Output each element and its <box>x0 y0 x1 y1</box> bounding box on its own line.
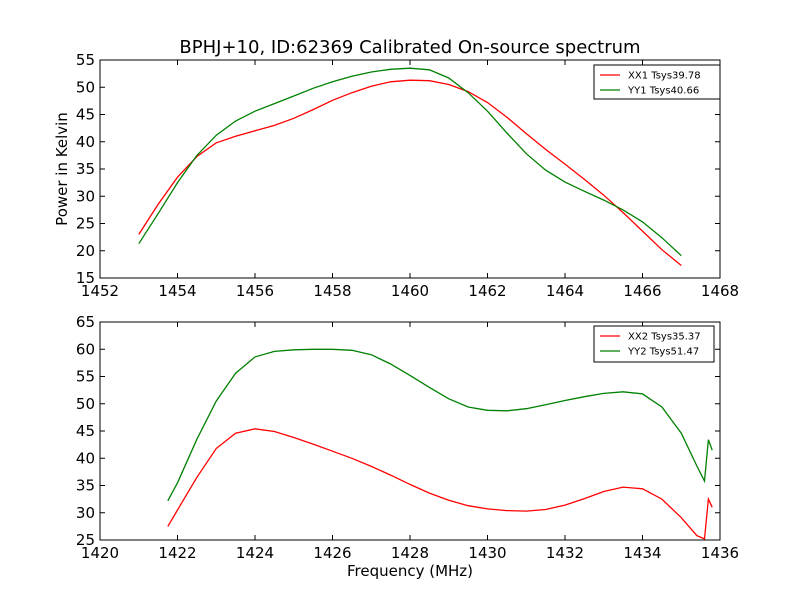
legend-entry: XX1 Tsys39.78 <box>628 71 701 82</box>
y-tick-label: 20 <box>76 242 95 260</box>
y-tick-label: 30 <box>76 504 95 522</box>
x-tick-label: 1464 <box>546 282 584 300</box>
x-tick-label: 1452 <box>81 282 119 300</box>
x-tick-label: 1424 <box>236 544 274 562</box>
x-tick-label: 1432 <box>546 544 584 562</box>
series-line-2-2 <box>167 348 713 502</box>
x-tick-label: 1426 <box>313 544 351 562</box>
y-tick-label: 35 <box>76 477 95 495</box>
y-tick-label: 25 <box>76 215 95 233</box>
y-tick-label: 25 <box>76 531 95 549</box>
x-tick-label: 1454 <box>158 282 196 300</box>
x-tick-label: 1436 <box>701 544 739 562</box>
series-line-2-1 <box>167 428 713 540</box>
legend-entry: YY2 Tsys51.47 <box>627 347 699 358</box>
legend-box <box>593 64 721 100</box>
legend-entry: XX2 Tsys35.37 <box>628 332 701 343</box>
y-tick-label: 35 <box>76 160 95 178</box>
x-tick-label: 1458 <box>313 282 351 300</box>
y-tick-label: 50 <box>76 78 95 96</box>
x-tick-label: 1420 <box>81 544 119 562</box>
y-tick-label: 50 <box>76 395 95 413</box>
x-tick-label: 1428 <box>391 544 429 562</box>
series-line-1-2 <box>138 67 682 257</box>
legend-entry: YY1 Tsys40.66 <box>627 86 699 97</box>
x-tick-label: 1460 <box>391 282 429 300</box>
x-tick-label: 1468 <box>701 282 739 300</box>
x-tick-label: 1434 <box>623 544 661 562</box>
chart-title: BPHJ+10, ID:62369 Calibrated On-source s… <box>179 37 640 58</box>
top-subplot: 1452 1454 1456 1458 1460 1462 1464 1466 1468 15 20… <box>53 51 739 300</box>
x-tick-label: 1430 <box>468 544 506 562</box>
y-tick-label: 40 <box>76 133 95 151</box>
x-tick-label: 1462 <box>468 282 506 300</box>
y-tick-label: 30 <box>76 187 95 205</box>
x-axis-label: Frequency (MHz) <box>347 562 473 580</box>
y-tick-label: 40 <box>76 449 95 467</box>
legend-box <box>593 325 715 363</box>
y-tick-label: 60 <box>76 340 95 358</box>
y-tick-label: 15 <box>76 269 95 287</box>
x-tick-label: 1456 <box>236 282 274 300</box>
y-tick-label: 45 <box>76 106 95 124</box>
y-axis-label: Power in Kelvin <box>53 112 71 226</box>
y-tick-label: 45 <box>76 422 95 440</box>
y-tick-label: 55 <box>76 368 95 386</box>
series-line-1-1 <box>138 79 682 267</box>
x-tick-label: 1466 <box>623 282 661 300</box>
bottom-subplot: 1420 1422 1424 1426 1428 1430 1432 1434 1436 25 30… <box>76 313 739 580</box>
y-tick-label: 55 <box>76 51 95 69</box>
x-tick-label: 1422 <box>158 544 196 562</box>
y-tick-label: 65 <box>76 313 95 331</box>
